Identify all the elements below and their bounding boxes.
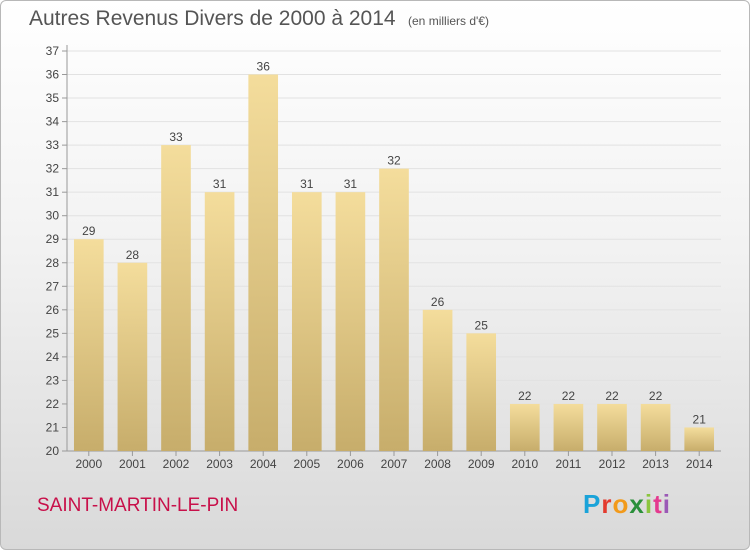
chart-header: Autres Revenus Divers de 2000 à 2014 (en… — [29, 7, 489, 31]
logo-letter: o — [612, 489, 630, 519]
y-tick-label: 20 — [46, 444, 60, 458]
data-label: 22 — [518, 389, 532, 403]
data-label: 36 — [257, 60, 271, 74]
data-label: 28 — [126, 248, 140, 262]
x-tick-label: 2010 — [511, 457, 538, 471]
y-tick-label: 27 — [46, 279, 60, 293]
logo-letter: r — [601, 489, 613, 519]
x-tick-label: 2001 — [119, 457, 146, 471]
bar — [422, 309, 453, 451]
data-label: 21 — [693, 412, 707, 426]
x-tick-label: 2000 — [75, 457, 102, 471]
data-label: 22 — [562, 389, 576, 403]
data-label: 22 — [605, 389, 619, 403]
chart-unit: (en milliers d'€) — [408, 14, 489, 28]
x-tick-label: 2003 — [206, 457, 233, 471]
y-tick-label: 23 — [46, 373, 60, 387]
bar — [640, 403, 671, 451]
y-tick-label: 31 — [46, 185, 60, 199]
x-tick-label: 2007 — [381, 457, 408, 471]
data-label: 31 — [344, 177, 358, 191]
y-tick-label: 26 — [46, 303, 60, 317]
y-tick-label: 29 — [46, 232, 60, 246]
y-tick-label: 32 — [46, 162, 60, 176]
bar — [379, 168, 409, 451]
bar — [597, 403, 627, 451]
bar — [509, 403, 540, 451]
bar — [335, 192, 366, 452]
x-tick-label: 2006 — [337, 457, 364, 471]
commune-name: SAINT-MARTIN-LE-PIN — [37, 495, 239, 516]
data-label: 32 — [387, 154, 401, 168]
bar — [684, 427, 715, 451]
logo-letter: P — [583, 489, 602, 519]
bar — [73, 239, 104, 451]
bar — [553, 403, 584, 451]
logo-letter: x — [629, 489, 645, 519]
y-tick-label: 36 — [46, 68, 60, 82]
bar — [161, 145, 191, 451]
logo-letter: i — [644, 489, 654, 519]
x-tick-label: 2005 — [293, 457, 320, 471]
x-tick-label: 2009 — [468, 457, 495, 471]
bar — [117, 262, 148, 451]
y-tick-label: 24 — [46, 350, 60, 364]
x-tick-label: 2008 — [424, 457, 451, 471]
data-label: 31 — [213, 177, 227, 191]
y-tick-label: 35 — [46, 91, 60, 105]
data-label: 26 — [431, 295, 445, 309]
x-tick-label: 2004 — [250, 457, 277, 471]
y-tick-label: 22 — [46, 397, 60, 411]
x-tick-label: 2002 — [163, 457, 190, 471]
y-tick-label: 21 — [46, 420, 60, 434]
x-tick-label: 2013 — [642, 457, 669, 471]
chart-title: Autres Revenus Divers de 2000 à 2014 — [29, 7, 396, 30]
data-label: 25 — [475, 318, 489, 332]
y-tick-label: 37 — [46, 44, 60, 58]
logo-letter: i — [662, 489, 671, 519]
y-tick-label: 34 — [46, 115, 60, 129]
bar — [204, 192, 235, 452]
data-label: 29 — [82, 224, 96, 238]
bar — [248, 74, 279, 451]
y-tick-label: 28 — [46, 256, 60, 270]
bar — [466, 333, 497, 451]
y-tick-label: 30 — [46, 209, 60, 223]
bar — [291, 192, 322, 452]
logo-letter: t — [653, 489, 663, 519]
proxiti-logo: Proxiti — [583, 489, 671, 520]
x-tick-label: 2014 — [686, 457, 713, 471]
data-label: 33 — [169, 130, 183, 144]
y-tick-label: 25 — [46, 326, 60, 340]
x-tick-label: 2011 — [555, 457, 581, 471]
y-tick-label: 33 — [46, 138, 60, 152]
data-label: 31 — [300, 177, 314, 191]
x-tick-label: 2012 — [599, 457, 626, 471]
data-label: 22 — [649, 389, 663, 403]
